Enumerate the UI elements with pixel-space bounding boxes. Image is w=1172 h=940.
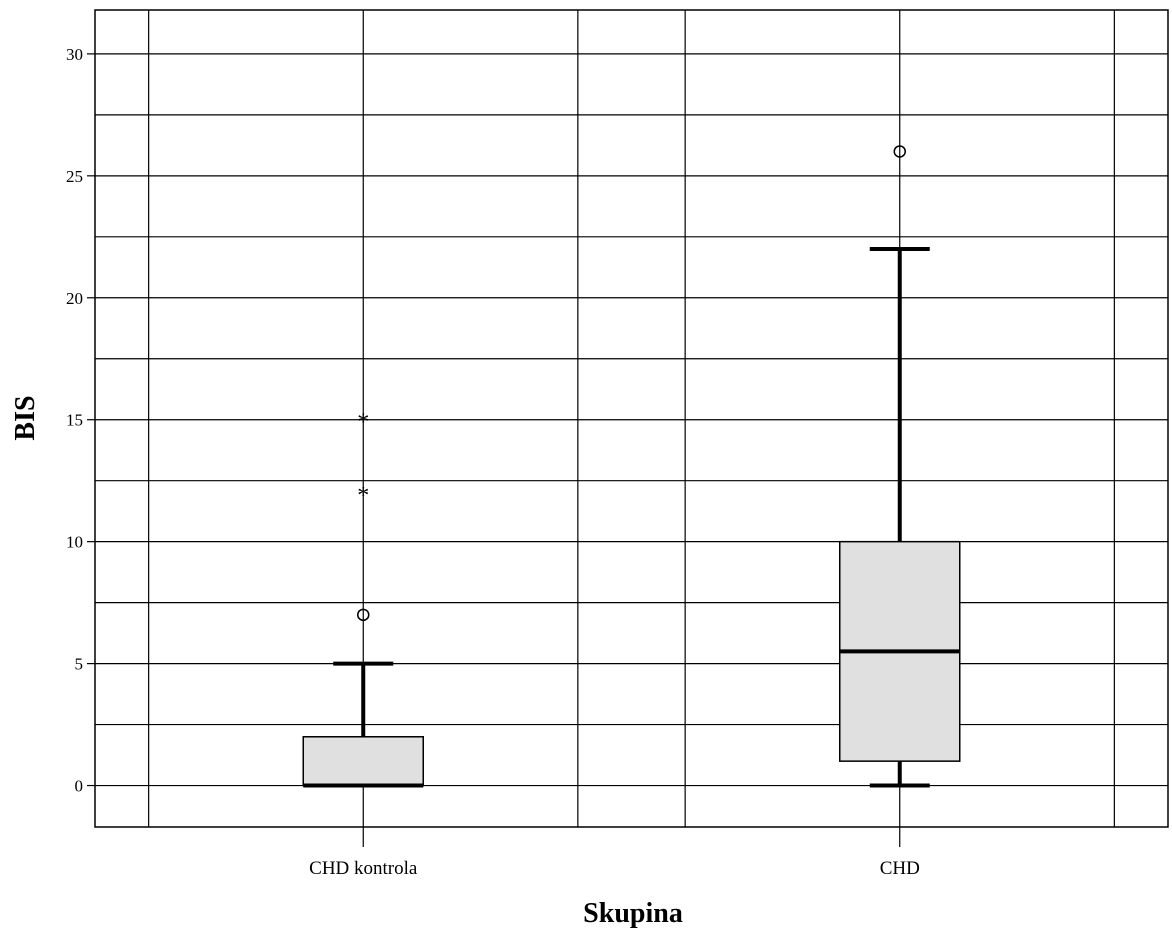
y-tick-label: 30 [66, 45, 83, 64]
extreme-point: * [357, 410, 369, 436]
y-tick-label: 15 [66, 411, 83, 430]
y-tick-label: 0 [75, 777, 84, 796]
box-iqr [302, 736, 424, 787]
y-axis-title: BIS [10, 395, 41, 440]
outlier-point [893, 145, 906, 158]
extreme-point: * [357, 483, 369, 509]
plot-frame [94, 9, 1169, 828]
grid-layer [95, 10, 1168, 827]
x-axis-title: Skupina [583, 898, 683, 929]
box-group [839, 145, 961, 788]
x-tick-label: CHD [880, 858, 920, 879]
y-tick-label: 25 [66, 167, 83, 186]
box-group: ** [302, 410, 424, 788]
tick-layer: 0 5 10 15 20 25 30 CHD kontrola CHD [66, 45, 920, 879]
y-tick-label: 10 [66, 533, 83, 552]
outlier-point [357, 608, 370, 622]
y-tick-label: 5 [75, 655, 84, 674]
y-tick-label: 20 [66, 289, 83, 308]
box-layer: ** [302, 145, 961, 788]
frame-layer [94, 9, 1169, 828]
x-tick-label: CHD kontrola [309, 858, 418, 879]
